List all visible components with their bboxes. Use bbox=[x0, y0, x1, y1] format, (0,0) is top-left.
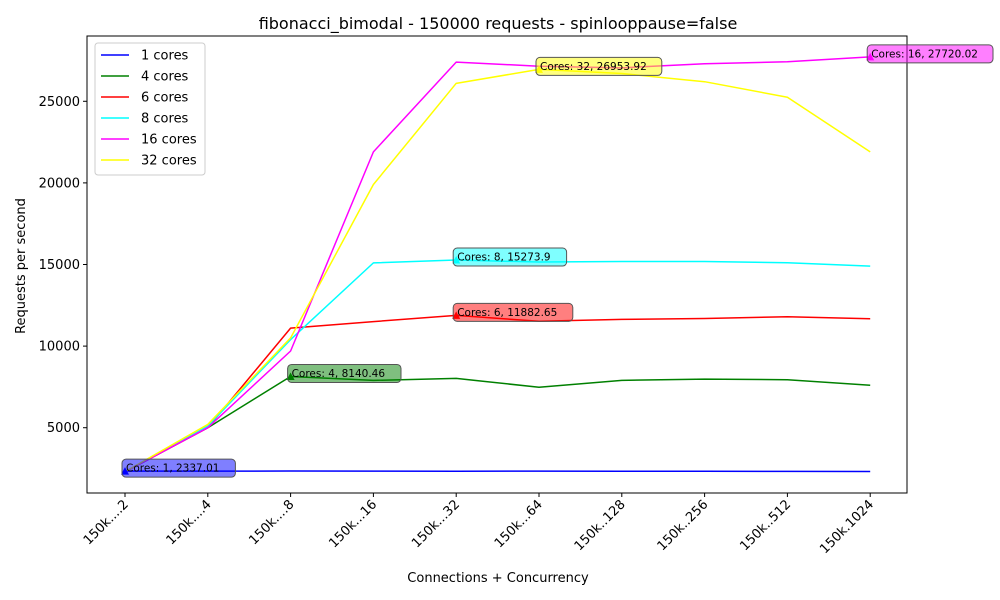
annotation-label: Cores: 32, 26953.92 bbox=[540, 61, 647, 73]
legend: 1 cores 4 cores 6 cores 8 cores 16 cores 32 c… bbox=[94, 42, 206, 176]
y-tick-label: 20000 bbox=[39, 176, 80, 191]
series-line-32-cores bbox=[124, 68, 871, 473]
legend-entry: 1 cores bbox=[141, 49, 189, 64]
legend-entry: 16 cores bbox=[141, 133, 197, 148]
annotation-box bbox=[535, 56, 663, 76]
annotation-box bbox=[452, 302, 574, 322]
annotation-label: Cores: 6, 11882.65 bbox=[457, 307, 557, 319]
annotation-label: Cores: 1, 2337.01 bbox=[126, 463, 219, 475]
legend-entry: 32 cores bbox=[141, 154, 197, 169]
y-tick-label: 10000 bbox=[39, 340, 80, 355]
annotation-box bbox=[866, 44, 994, 64]
annotation-box bbox=[452, 247, 568, 267]
legend-entry: 6 cores bbox=[141, 91, 189, 106]
y-tick-label: 5000 bbox=[47, 421, 80, 436]
annotation-label: Cores: 16, 27720.02 bbox=[871, 48, 978, 60]
annotation-label: Cores: 4, 8140.46 bbox=[292, 368, 386, 380]
annotation-box bbox=[121, 458, 236, 478]
chart-title: fibonacci_bimodal - 150000 requests - sp… bbox=[259, 14, 738, 34]
legend-entry: 8 cores bbox=[141, 112, 189, 127]
legend-entry: 4 cores bbox=[141, 70, 189, 85]
x-axis-label: Connections + Concurrency bbox=[407, 571, 589, 586]
series-line-16-cores bbox=[124, 56, 871, 473]
y-axis-label: Requests per second bbox=[14, 198, 29, 334]
annotation-label: Cores: 8, 15273.9 bbox=[457, 252, 550, 264]
y-tick-label: 25000 bbox=[39, 95, 80, 110]
annotation-box bbox=[287, 363, 402, 383]
series-line-4-cores bbox=[124, 375, 871, 473]
y-tick-label: 15000 bbox=[39, 258, 80, 273]
